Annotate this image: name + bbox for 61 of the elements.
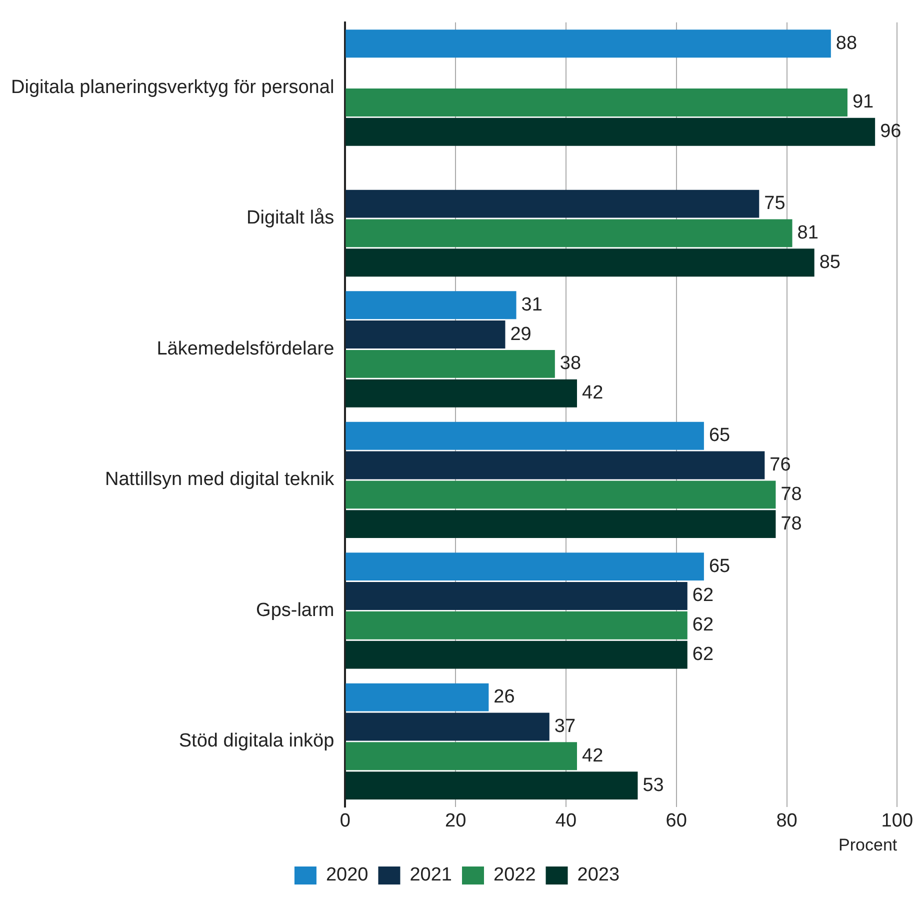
bar <box>346 480 776 509</box>
bar <box>346 30 831 58</box>
bar <box>346 640 688 669</box>
data-label: 85 <box>819 252 840 273</box>
data-label: 81 <box>797 222 818 244</box>
data-label: 62 <box>692 585 714 606</box>
bar <box>346 582 688 610</box>
bar <box>346 219 792 248</box>
legend-label: 2020 <box>326 864 368 886</box>
data-label: 62 <box>692 644 714 666</box>
y-tick-label: Digitalt lås <box>246 208 334 229</box>
x-tick-label: 40 <box>555 810 577 832</box>
y-tick-label: Nattillsyn med digital teknik <box>105 469 335 490</box>
bar <box>346 772 638 800</box>
data-label: 65 <box>708 556 730 577</box>
bar <box>346 712 550 741</box>
x-axis-title: Procent <box>838 835 898 854</box>
data-label: 31 <box>521 294 542 316</box>
y-tick-label: Digitala planeringsverktyg för personal <box>10 77 334 98</box>
bar <box>346 350 555 378</box>
bar <box>346 248 814 277</box>
data-label: 29 <box>510 324 532 345</box>
bar <box>346 379 577 408</box>
data-label: 91 <box>852 92 874 113</box>
data-label: 42 <box>582 745 604 766</box>
data-label: 78 <box>780 513 802 534</box>
data-label: 38 <box>560 353 582 374</box>
x-tick-label: 20 <box>444 810 466 832</box>
legend-label: 2021 <box>410 864 452 886</box>
y-tick-label: Läkemedelsfördelare <box>156 338 334 360</box>
x-tick-label: 80 <box>776 810 798 832</box>
data-label: 62 <box>692 614 714 636</box>
data-label: 53 <box>642 774 664 796</box>
legend-label: 2022 <box>494 864 536 886</box>
bar <box>346 118 876 146</box>
bar <box>346 190 760 218</box>
data-label: 88 <box>836 32 858 54</box>
bar <box>346 611 688 640</box>
data-label: 75 <box>764 193 786 214</box>
data-label: 65 <box>708 425 730 446</box>
y-tick-label: Gps-larm <box>256 600 334 621</box>
bar <box>346 510 776 538</box>
data-label: 26 <box>494 686 515 708</box>
x-tick-label: 0 <box>340 810 350 832</box>
x-tick-label: 100 <box>881 810 913 832</box>
bar <box>346 683 489 712</box>
data-label: 42 <box>582 382 604 404</box>
bar <box>346 88 848 116</box>
data-label: 76 <box>770 454 791 476</box>
bar <box>346 552 704 581</box>
bar <box>346 422 704 450</box>
x-tick-label: 60 <box>666 810 687 832</box>
bar <box>346 451 765 480</box>
bar <box>346 742 577 770</box>
bar <box>346 291 516 320</box>
data-label: 37 <box>554 716 576 737</box>
data-label: 96 <box>880 121 902 142</box>
bar <box>346 320 506 348</box>
legend-label: 2023 <box>577 864 620 886</box>
data-label: 78 <box>780 484 802 505</box>
y-tick-label: Stöd digitala inköp <box>178 730 334 752</box>
